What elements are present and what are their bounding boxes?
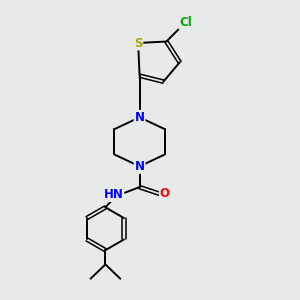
Text: HN: HN bbox=[103, 188, 123, 201]
Text: O: O bbox=[160, 187, 170, 200]
Text: N: N bbox=[135, 160, 145, 173]
Text: S: S bbox=[134, 37, 142, 50]
Text: N: N bbox=[135, 111, 145, 124]
Text: Cl: Cl bbox=[179, 16, 192, 29]
